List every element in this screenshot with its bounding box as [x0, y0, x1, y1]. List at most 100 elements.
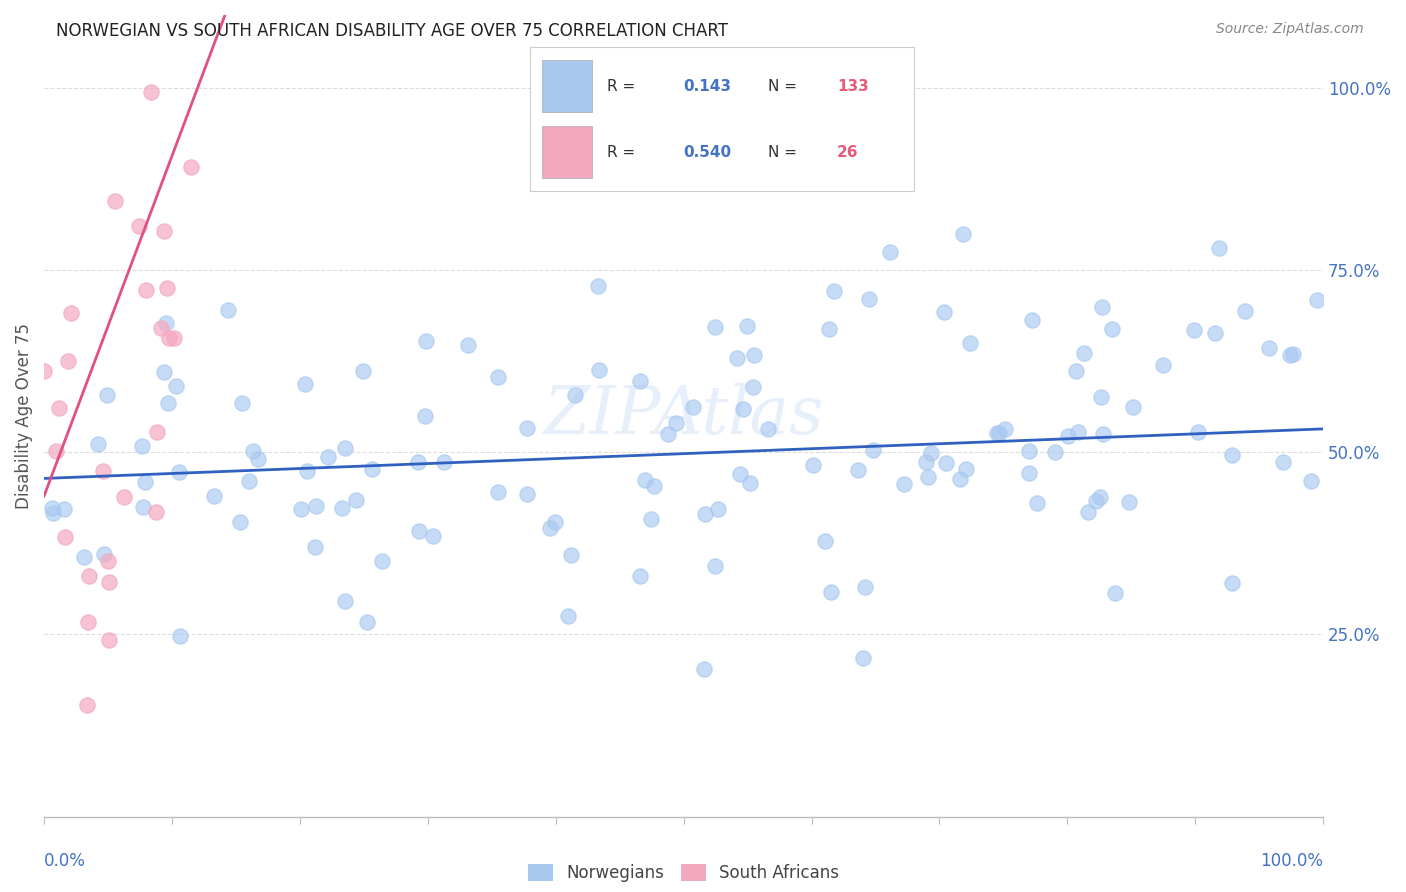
Point — [935, 456, 957, 470]
Point — [1182, 323, 1205, 337]
Point — [862, 442, 884, 457]
Point — [1306, 293, 1329, 308]
Point — [91, 464, 114, 478]
Point — [146, 425, 169, 439]
Point — [852, 650, 875, 665]
Point — [77, 615, 100, 629]
Point — [247, 452, 270, 467]
Point — [1021, 312, 1043, 326]
Point — [1208, 241, 1230, 255]
Point — [356, 615, 378, 629]
Point — [1278, 348, 1301, 362]
Point — [742, 380, 765, 394]
Point — [294, 377, 316, 392]
Point — [538, 521, 561, 535]
Point — [150, 321, 173, 335]
Point — [344, 493, 367, 508]
Point — [735, 319, 758, 334]
Point — [1088, 490, 1111, 504]
Point — [1066, 425, 1088, 439]
Point — [242, 443, 264, 458]
Point — [97, 554, 120, 568]
Point — [915, 455, 938, 469]
Point — [132, 500, 155, 514]
Point — [45, 444, 67, 458]
Point — [165, 379, 187, 393]
Point — [630, 569, 652, 583]
Point — [202, 489, 225, 503]
Point — [1152, 358, 1174, 372]
Point — [1092, 426, 1115, 441]
Point — [53, 530, 76, 544]
Point — [1104, 586, 1126, 600]
Point — [41, 500, 63, 515]
Text: 100.0%: 100.0% — [1260, 852, 1323, 871]
Point — [330, 501, 353, 516]
Point — [820, 585, 842, 599]
Point — [994, 422, 1017, 436]
Point — [742, 348, 765, 362]
Point — [920, 446, 942, 460]
Point — [153, 365, 176, 379]
Point — [1090, 390, 1112, 404]
Point — [180, 160, 202, 174]
Point — [682, 400, 704, 414]
Point — [98, 574, 121, 589]
Point — [1101, 322, 1123, 336]
Point — [756, 422, 779, 436]
Point — [152, 224, 174, 238]
Point — [333, 441, 356, 455]
Legend: Norwegians, South Africans: Norwegians, South Africans — [522, 857, 846, 888]
Point — [422, 528, 444, 542]
Point — [53, 501, 76, 516]
Point — [952, 227, 974, 241]
Point — [730, 467, 752, 481]
Point — [333, 594, 356, 608]
Point — [706, 501, 728, 516]
Point — [1220, 576, 1243, 591]
Point — [853, 580, 876, 594]
Point — [1057, 429, 1080, 443]
Point — [56, 354, 79, 368]
Point — [304, 499, 326, 513]
Point — [413, 409, 436, 423]
Point — [564, 388, 586, 402]
Point — [32, 364, 55, 378]
Point — [217, 303, 239, 318]
Point — [98, 632, 121, 647]
Point — [727, 351, 749, 365]
Point — [516, 420, 538, 434]
Point — [229, 515, 252, 529]
Point — [1118, 495, 1140, 509]
Point — [156, 281, 179, 295]
Point — [163, 331, 186, 345]
Point — [145, 505, 167, 519]
Point — [96, 388, 118, 402]
Point — [1077, 505, 1099, 519]
Point — [1073, 346, 1095, 360]
Point — [104, 194, 127, 208]
Point — [361, 462, 384, 476]
Point — [486, 370, 509, 384]
Point — [93, 547, 115, 561]
Point — [304, 540, 326, 554]
Point — [588, 363, 610, 377]
Point — [73, 550, 96, 565]
Point — [1271, 455, 1294, 469]
Point — [1301, 474, 1323, 488]
Point — [408, 524, 430, 538]
Point — [371, 554, 394, 568]
Point — [295, 464, 318, 478]
Point — [42, 506, 65, 520]
Point — [48, 401, 70, 415]
Point — [86, 436, 108, 450]
Point — [740, 476, 762, 491]
Text: 0.0%: 0.0% — [44, 852, 86, 871]
Point — [693, 661, 716, 675]
Point — [169, 629, 191, 643]
Point — [157, 331, 180, 345]
Point — [986, 426, 1008, 441]
Point — [155, 316, 177, 330]
Point — [1091, 300, 1114, 314]
Point — [433, 455, 456, 469]
